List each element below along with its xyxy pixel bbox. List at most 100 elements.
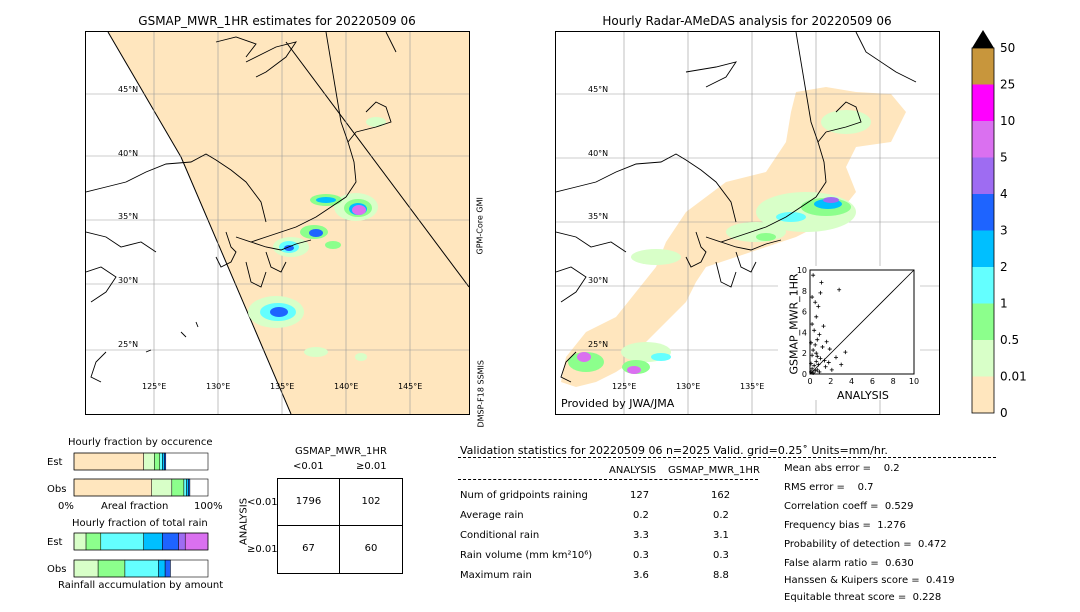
scatter-ytick: 8 xyxy=(802,287,807,296)
col-header-analysis: ANALYSIS xyxy=(609,465,657,476)
contingency-table: 1796 102 67 60 xyxy=(277,478,403,574)
scatter-point xyxy=(809,361,814,366)
colorbar-segment xyxy=(972,121,994,158)
fraction-bar-segment xyxy=(97,559,126,578)
scatter-point xyxy=(839,362,844,367)
stat-label: Conditional rain xyxy=(460,530,540,541)
stat-analysis: 127 xyxy=(630,490,650,501)
right-lon-135: 135°E xyxy=(740,382,765,391)
rain-fraction-label-obs: Obs xyxy=(47,564,67,575)
scatter-point xyxy=(817,369,822,374)
fraction-bar-segment xyxy=(85,532,102,551)
scatter-point xyxy=(810,353,815,358)
score-far: False alarm ratio = 0.630 xyxy=(784,558,914,569)
left-lon-130: 130°E xyxy=(206,382,231,391)
fraction-bar-frame xyxy=(73,532,209,551)
stat-analysis: 0.2 xyxy=(633,510,649,521)
scatter-point xyxy=(817,332,822,337)
scatter-point xyxy=(818,290,823,295)
left-lon-145: 145°E xyxy=(398,382,423,391)
fraction-bar-segment xyxy=(154,452,161,471)
score-hk: Hanssen & Kuipers score = 0.419 xyxy=(784,575,955,586)
colorbar-label: 2 xyxy=(1000,260,1008,274)
scatter-point xyxy=(813,342,818,347)
fraction-bar-frame xyxy=(73,452,209,471)
scatter-point xyxy=(810,322,815,327)
colorbar-label: 0.01 xyxy=(1000,370,1027,384)
right-lon-125: 125°E xyxy=(612,382,637,391)
contingency-cell: 1796 xyxy=(295,496,322,507)
colorbar-segment xyxy=(972,340,994,377)
right-map-canvas xyxy=(556,32,939,414)
rain-fraction-bars xyxy=(73,532,209,578)
fraction-bar-segment xyxy=(159,452,163,471)
scatter-xtick: 0 xyxy=(807,377,812,386)
scatter-xtick: 6 xyxy=(870,377,875,386)
scatter-xtick: 2 xyxy=(828,377,833,386)
scatter-point xyxy=(816,362,821,367)
contingency-title: GSMAP_MWR_1HR xyxy=(295,446,387,457)
scatter-point xyxy=(811,370,816,375)
fraction-bar-segment xyxy=(73,532,87,551)
right-lat-35: 35°N xyxy=(588,212,609,221)
colorbar-frame xyxy=(971,47,995,414)
scatter-point xyxy=(815,367,820,372)
occurence-bars xyxy=(73,452,209,497)
scatter-point xyxy=(814,351,819,356)
scatter-point xyxy=(819,280,824,285)
fraction-bar-segment xyxy=(158,559,166,578)
fraction-bar-segment xyxy=(100,532,144,551)
scatter-point xyxy=(823,364,828,369)
scatter-ytick: 6 xyxy=(802,308,807,317)
fraction-bar-frame xyxy=(73,559,209,578)
scatter-ytick: 0 xyxy=(802,370,807,379)
score-freq-bias: Frequency bias = 1.276 xyxy=(784,520,906,531)
contingency-cell: 67 xyxy=(302,543,315,554)
left-map-canvas xyxy=(86,32,469,414)
scatter-point xyxy=(813,300,818,305)
stat-analysis: 0.3 xyxy=(633,550,649,561)
scatter-point xyxy=(815,337,820,342)
left-rain xyxy=(248,117,386,361)
left-map xyxy=(85,31,470,415)
fraction-bar-segment xyxy=(73,559,99,578)
right-coastlines xyxy=(556,32,917,383)
score-rms: RMS error = 0.7 xyxy=(784,482,874,493)
colorbar-label: 4 xyxy=(1000,187,1008,201)
scatter-xtick: 8 xyxy=(891,377,896,386)
stat-analysis: 3.6 xyxy=(633,570,649,581)
occurence-label-est: Est xyxy=(47,457,63,468)
scatter-diagonal xyxy=(809,269,915,375)
colorbar: 50 25 10 5 4 3 2 1 0.5 0.01 0 xyxy=(971,30,1027,418)
scatter-point xyxy=(816,304,821,309)
stat-gsmap: 162 xyxy=(711,490,731,501)
colorbar-segment xyxy=(972,48,994,85)
scatter-point xyxy=(818,356,823,361)
fraction-bar-segment xyxy=(73,478,152,497)
colorbar-segment xyxy=(972,230,994,267)
colorbar-label: 5 xyxy=(1000,151,1008,165)
occurence-title: Hourly fraction by occurence xyxy=(68,437,213,448)
stat-gsmap: 0.3 xyxy=(713,550,729,561)
scatter-point xyxy=(843,350,848,355)
right-lat-40: 40°N xyxy=(588,149,609,158)
contingency-col-lt: <0.01 xyxy=(293,461,324,472)
fraction-bar-segment xyxy=(143,452,155,471)
scatter-point xyxy=(837,287,842,292)
scatter-point xyxy=(815,354,820,359)
colorbar-segment xyxy=(972,157,994,194)
contingency-col-ge: ≥0.01 xyxy=(356,461,387,472)
colorbar-label: 50 xyxy=(1000,41,1015,55)
col-header-gsmap: GSMAP_MWR_1HR xyxy=(668,465,760,476)
data-credit: Provided by JWA/JMA xyxy=(561,397,675,410)
fraction-bar-segment xyxy=(188,478,191,497)
left-lat-40: 40°N xyxy=(118,149,139,158)
scatter-point xyxy=(812,328,817,333)
score-pod: Probability of detection = 0.472 xyxy=(784,539,947,550)
fraction-bar-segment xyxy=(143,532,163,551)
scatter-xlabel: ANALYSIS xyxy=(837,389,889,402)
occurence-label-obs: Obs xyxy=(47,484,67,495)
scatter-inset: 0 2 4 6 8 10 0 2 4 6 8 10 xyxy=(778,266,920,400)
scatter-xtick: 4 xyxy=(849,377,854,386)
colorbar-label: 0 xyxy=(1000,406,1008,418)
